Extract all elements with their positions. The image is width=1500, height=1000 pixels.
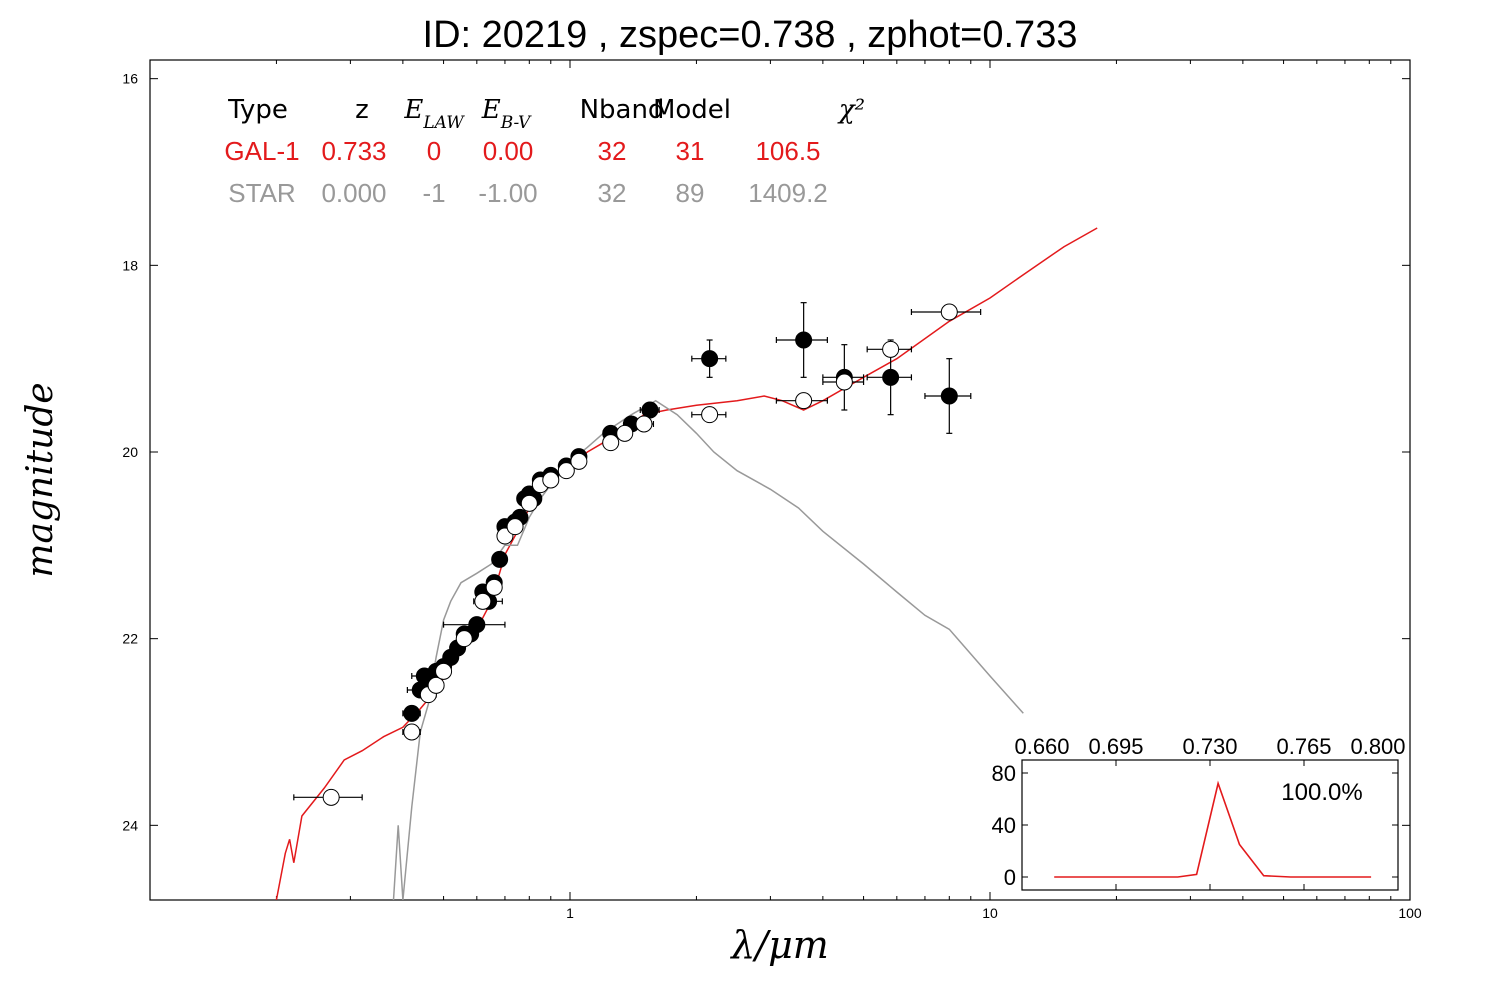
model-point xyxy=(795,392,813,410)
x-tick-label: 10 xyxy=(982,905,998,921)
table-cell-gal-1: 0 xyxy=(427,136,441,166)
observed-point xyxy=(403,704,421,722)
table-cell-gal-1: 106.5 xyxy=(755,136,820,166)
inset-x-tick-label: 0.730 xyxy=(1182,734,1237,759)
model-point xyxy=(455,630,473,648)
table-cell-gal-1: 32 xyxy=(598,136,627,166)
table-header-cell: Model xyxy=(653,95,731,125)
table-header-cell: ELAW xyxy=(403,95,465,133)
inset-y-tick-label: 80 xyxy=(992,761,1016,786)
model-point xyxy=(635,415,653,433)
model-point xyxy=(542,471,560,489)
y-tick-label: 22 xyxy=(122,631,138,647)
model-point xyxy=(435,662,453,680)
table-cell-star: STAR xyxy=(228,178,295,208)
plot-series xyxy=(275,227,1098,900)
inset-annotation: 100.0% xyxy=(1281,779,1362,806)
y-axis-label: magnitude xyxy=(20,382,61,577)
table-cell-star: 1409.2 xyxy=(748,178,828,208)
model-point xyxy=(701,406,719,424)
inset-y-tick-label: 40 xyxy=(992,813,1016,838)
table-header-cell: Nband xyxy=(580,95,665,125)
model-point xyxy=(427,676,445,694)
model-point xyxy=(882,340,900,358)
model-point xyxy=(506,518,524,536)
x-tick-label: 1 xyxy=(566,905,574,921)
y-tick-label: 16 xyxy=(122,71,138,87)
inset-x-tick-label: 0.660 xyxy=(1014,734,1069,759)
table-cell-gal-1: 0.00 xyxy=(483,136,534,166)
y-tick-label: 18 xyxy=(122,257,138,273)
model-point xyxy=(485,578,503,596)
model-point xyxy=(570,452,588,470)
observed-point xyxy=(701,350,719,368)
table-cell-star: 89 xyxy=(676,178,705,208)
observed-point xyxy=(795,331,813,349)
model-point xyxy=(557,462,575,480)
x-axis-label: λ/μm xyxy=(729,923,829,967)
inset-x-tick-label: 0.695 xyxy=(1088,734,1143,759)
observed-point xyxy=(468,616,486,634)
y-tick-label: 20 xyxy=(122,444,138,460)
table-cell-gal-1: GAL-1 xyxy=(224,136,299,166)
x-tick-label: 100 xyxy=(1398,905,1422,921)
model-point xyxy=(322,788,340,806)
table-header-cell: z xyxy=(355,95,369,125)
table-header-cell: EB-V xyxy=(481,95,532,133)
observed-point xyxy=(882,368,900,386)
table-cell-star: 32 xyxy=(598,178,627,208)
model-point xyxy=(403,723,421,741)
table-cell-star: -1 xyxy=(422,178,445,208)
model-point xyxy=(940,303,958,321)
chart-title: ID: 20219 , zspec=0.738 , zphot=0.733 xyxy=(422,14,1078,56)
model-point xyxy=(474,592,492,610)
table-cell-gal-1: 0.733 xyxy=(321,136,386,166)
inset-x-tick-label: 0.765 xyxy=(1276,734,1331,759)
model-point xyxy=(602,434,620,452)
observed-point xyxy=(491,550,509,568)
y-tick-label: 24 xyxy=(122,817,138,833)
inset-y-tick-label: 0 xyxy=(1004,865,1016,890)
inset-x-tick-label: 0.800 xyxy=(1350,734,1405,759)
inset-pdf-line xyxy=(1054,780,1372,878)
model-point xyxy=(835,373,853,391)
model-point xyxy=(616,424,634,442)
observed-point xyxy=(940,387,958,405)
model-point xyxy=(520,494,538,512)
redshift-pdf-inset: 0.660 0.695 0.730 0.765 0.800 80 40 0 100.0% xyxy=(992,734,1406,891)
table-header-cell: χ² xyxy=(837,95,865,125)
table-cell-gal-1: 31 xyxy=(676,136,705,166)
table-cell-star: -1.00 xyxy=(478,178,537,208)
table-cell-star: 0.000 xyxy=(321,178,386,208)
table-header-cell: Type xyxy=(227,95,288,125)
